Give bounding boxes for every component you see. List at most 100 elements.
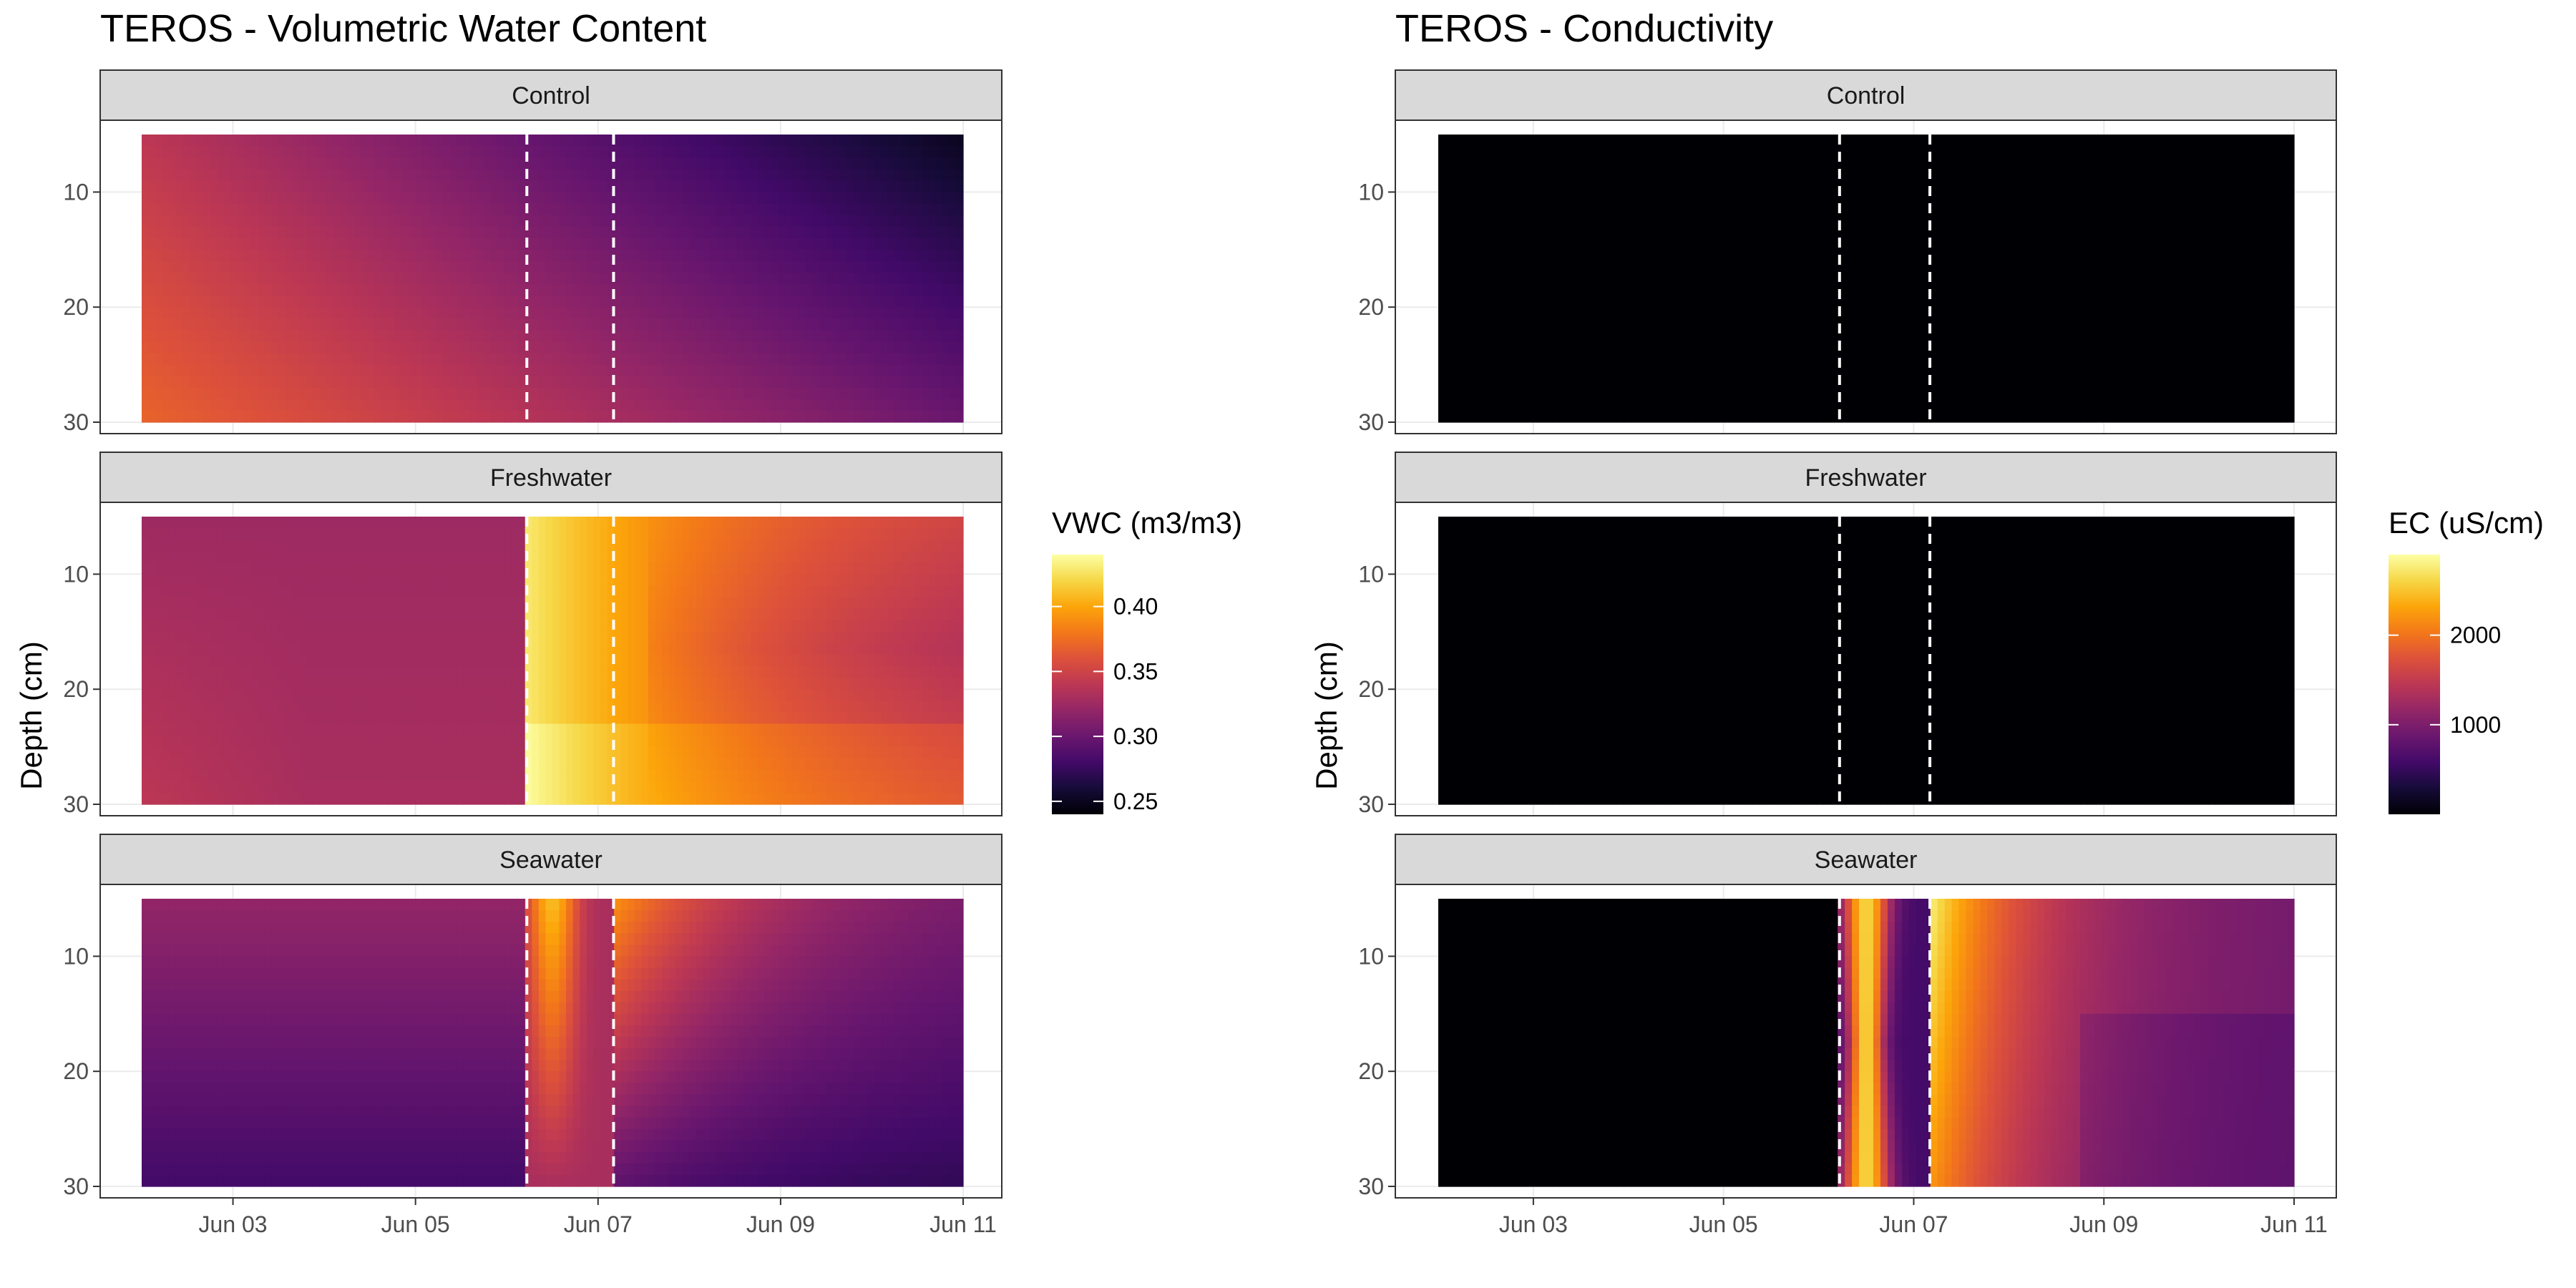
vwc-heat-cell (142, 203, 150, 216)
vwc-heat-cell (860, 192, 868, 205)
vwc-heat-cell (826, 192, 834, 205)
vwc-heat-cell (662, 157, 670, 170)
vwc-heat-cell (182, 701, 190, 713)
vwc-heat-cell (367, 387, 375, 400)
vwc-heat-cell (682, 226, 690, 239)
vwc-heat-cell (634, 597, 642, 610)
vwc-heat-cell (593, 746, 601, 759)
vwc-heat-cell (484, 758, 492, 771)
vwc-heat-cell (361, 180, 369, 192)
vwc-heat-cell (600, 249, 608, 262)
vwc-heat-cell (511, 364, 519, 377)
vwc-heat-cell (374, 238, 382, 250)
vwc-heat-cell (799, 307, 806, 319)
vwc-heat-cell (874, 180, 882, 192)
vwc-heat-cell (922, 284, 930, 296)
vwc-heat-cell (675, 135, 683, 147)
vwc-heat-cell (155, 203, 163, 216)
vwc-heat-cell (634, 296, 642, 308)
vwc-heat-cell (457, 341, 464, 354)
vwc-heat-cell (442, 203, 451, 216)
vwc-heat-cell (723, 341, 731, 354)
vwc-heat-cell (737, 307, 745, 319)
vwc-heat-cell (477, 238, 484, 250)
vwc-heat-cell (607, 735, 615, 748)
vwc-heat-cell (189, 574, 197, 587)
vwc-heat-cell (689, 307, 697, 319)
vwc-heat-cell (942, 284, 950, 296)
vwc-heat-cell (668, 689, 676, 701)
vwc-heat-cell (545, 701, 553, 713)
vwc-heat-cell (230, 540, 238, 552)
vwc-heat-cell (223, 341, 231, 354)
vwc-heat-cell (258, 318, 265, 331)
vwc-heat-cell (922, 180, 930, 192)
vwc-heat-cell (538, 723, 547, 736)
vwc-heat-cell (401, 376, 409, 389)
vwc-heat-cell (490, 296, 499, 308)
vwc-heat-cell (525, 540, 532, 552)
vwc-heat-cell (306, 249, 313, 262)
vwc-heat-cell (436, 528, 444, 540)
vwc-heat-cell (169, 689, 177, 701)
vwc-heat-cell (196, 318, 204, 331)
vwc-heat-cell (867, 215, 875, 228)
vwc-heat-cell (847, 180, 854, 192)
vwc-heat-cell (409, 792, 416, 805)
vwc-heat-cell (353, 631, 361, 644)
vwc-heat-cell (313, 387, 321, 400)
vwc-heat-cell (703, 410, 711, 423)
vwc-heat-cell (367, 562, 375, 575)
vwc-heat-cell (142, 746, 150, 759)
vwc-heat-cell (566, 723, 574, 736)
vwc-heat-cell (299, 249, 307, 262)
vwc-heat-cell (668, 146, 676, 158)
vwc-heat-cell (696, 169, 704, 181)
vwc-heat-cell (929, 260, 937, 273)
vwc-heat-cell (648, 781, 656, 794)
vwc-heat-cell (552, 146, 560, 158)
vwc-heat-cell (463, 364, 471, 377)
vwc-heat-cell (504, 146, 512, 158)
vwc-heat-cell (894, 249, 902, 262)
vwc-heat-cell (470, 353, 478, 366)
vwc-heat-cell (552, 226, 560, 239)
vwc-heat-cell (949, 318, 957, 331)
vwc-heat-cell (799, 387, 806, 400)
vwc-heat-cell (463, 654, 471, 667)
vwc-heat-cell (381, 528, 389, 540)
vwc-heat-cell (826, 307, 834, 319)
vwc-heat-cell (244, 585, 252, 598)
vwc-heat-cell (655, 540, 663, 552)
vwc-heat-cell (244, 180, 252, 192)
vwc-heat-cell (436, 135, 444, 147)
vwc-heat-cell (162, 643, 170, 655)
vwc-heat-cell (743, 387, 752, 400)
vwc-heat-cell (518, 353, 526, 366)
vwc-heat-cell (175, 712, 183, 725)
vwc-heat-cell (415, 678, 423, 690)
vwc-heat-cell (217, 376, 225, 389)
vwc-heat-cell (367, 238, 375, 250)
vwc-heat-cell (922, 135, 930, 147)
vwc-heat-cell (182, 528, 190, 540)
vwc-heat-cell (155, 157, 163, 170)
vwc-heat-cell (244, 701, 252, 713)
vwc-heat-cell (367, 192, 375, 205)
vwc-heat-cell (237, 330, 245, 343)
vwc-heat-cell (586, 238, 594, 250)
vwc-heat-cell (210, 781, 218, 794)
vwc-heat-cell (401, 666, 409, 678)
vwc-heat-cell (484, 551, 492, 563)
vwc-heat-cell (477, 701, 484, 713)
vwc-heat-cell (196, 353, 204, 366)
vwc-heat-cell (819, 169, 827, 181)
vwc-heat-cell (196, 551, 204, 563)
vwc-heat-cell (600, 631, 608, 644)
vwc-heat-cell (819, 215, 827, 228)
vwc-heat-cell (580, 180, 587, 192)
vwc-heat-cell (306, 643, 313, 655)
vwc-heat-cell (326, 307, 334, 319)
vwc-heat-cell (230, 781, 238, 794)
vwc-heat-cell (867, 341, 875, 354)
